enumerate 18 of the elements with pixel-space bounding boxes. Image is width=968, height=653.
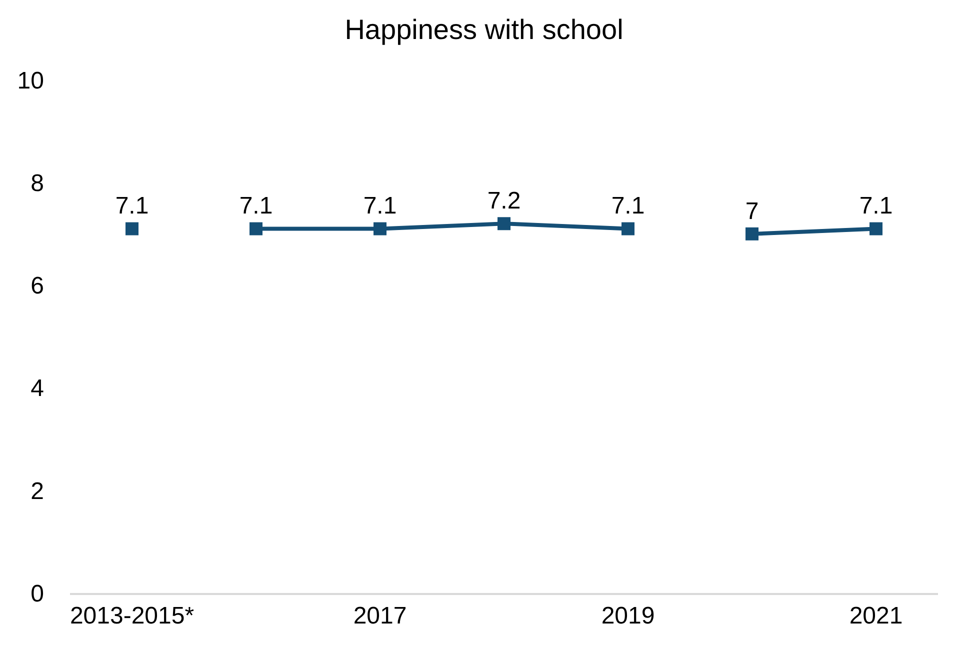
y-tick-label: 4	[30, 375, 44, 402]
x-tick-label: 2021	[849, 602, 903, 630]
y-tick-label: 8	[30, 170, 44, 197]
y-tick-label: 2	[30, 478, 44, 505]
x-tick-label: 2013-2015*	[70, 602, 194, 630]
data-label: 7.1	[115, 192, 149, 220]
x-tick-label: 2017	[353, 602, 407, 630]
y-tick-label: 0	[30, 580, 44, 608]
y-tick-label: 10	[17, 67, 44, 94]
data-label: 7.1	[859, 192, 893, 220]
x-tick-label: 2019	[601, 602, 655, 630]
data-label: 7.1	[363, 192, 397, 220]
data-label: 7	[745, 198, 759, 225]
chart-title: Happiness with school	[344, 14, 624, 46]
data-label: 7.1	[239, 192, 273, 220]
data-label: 7.1	[611, 192, 645, 220]
data-label: 7.2	[487, 188, 521, 215]
y-tick-label: 6	[30, 272, 44, 300]
